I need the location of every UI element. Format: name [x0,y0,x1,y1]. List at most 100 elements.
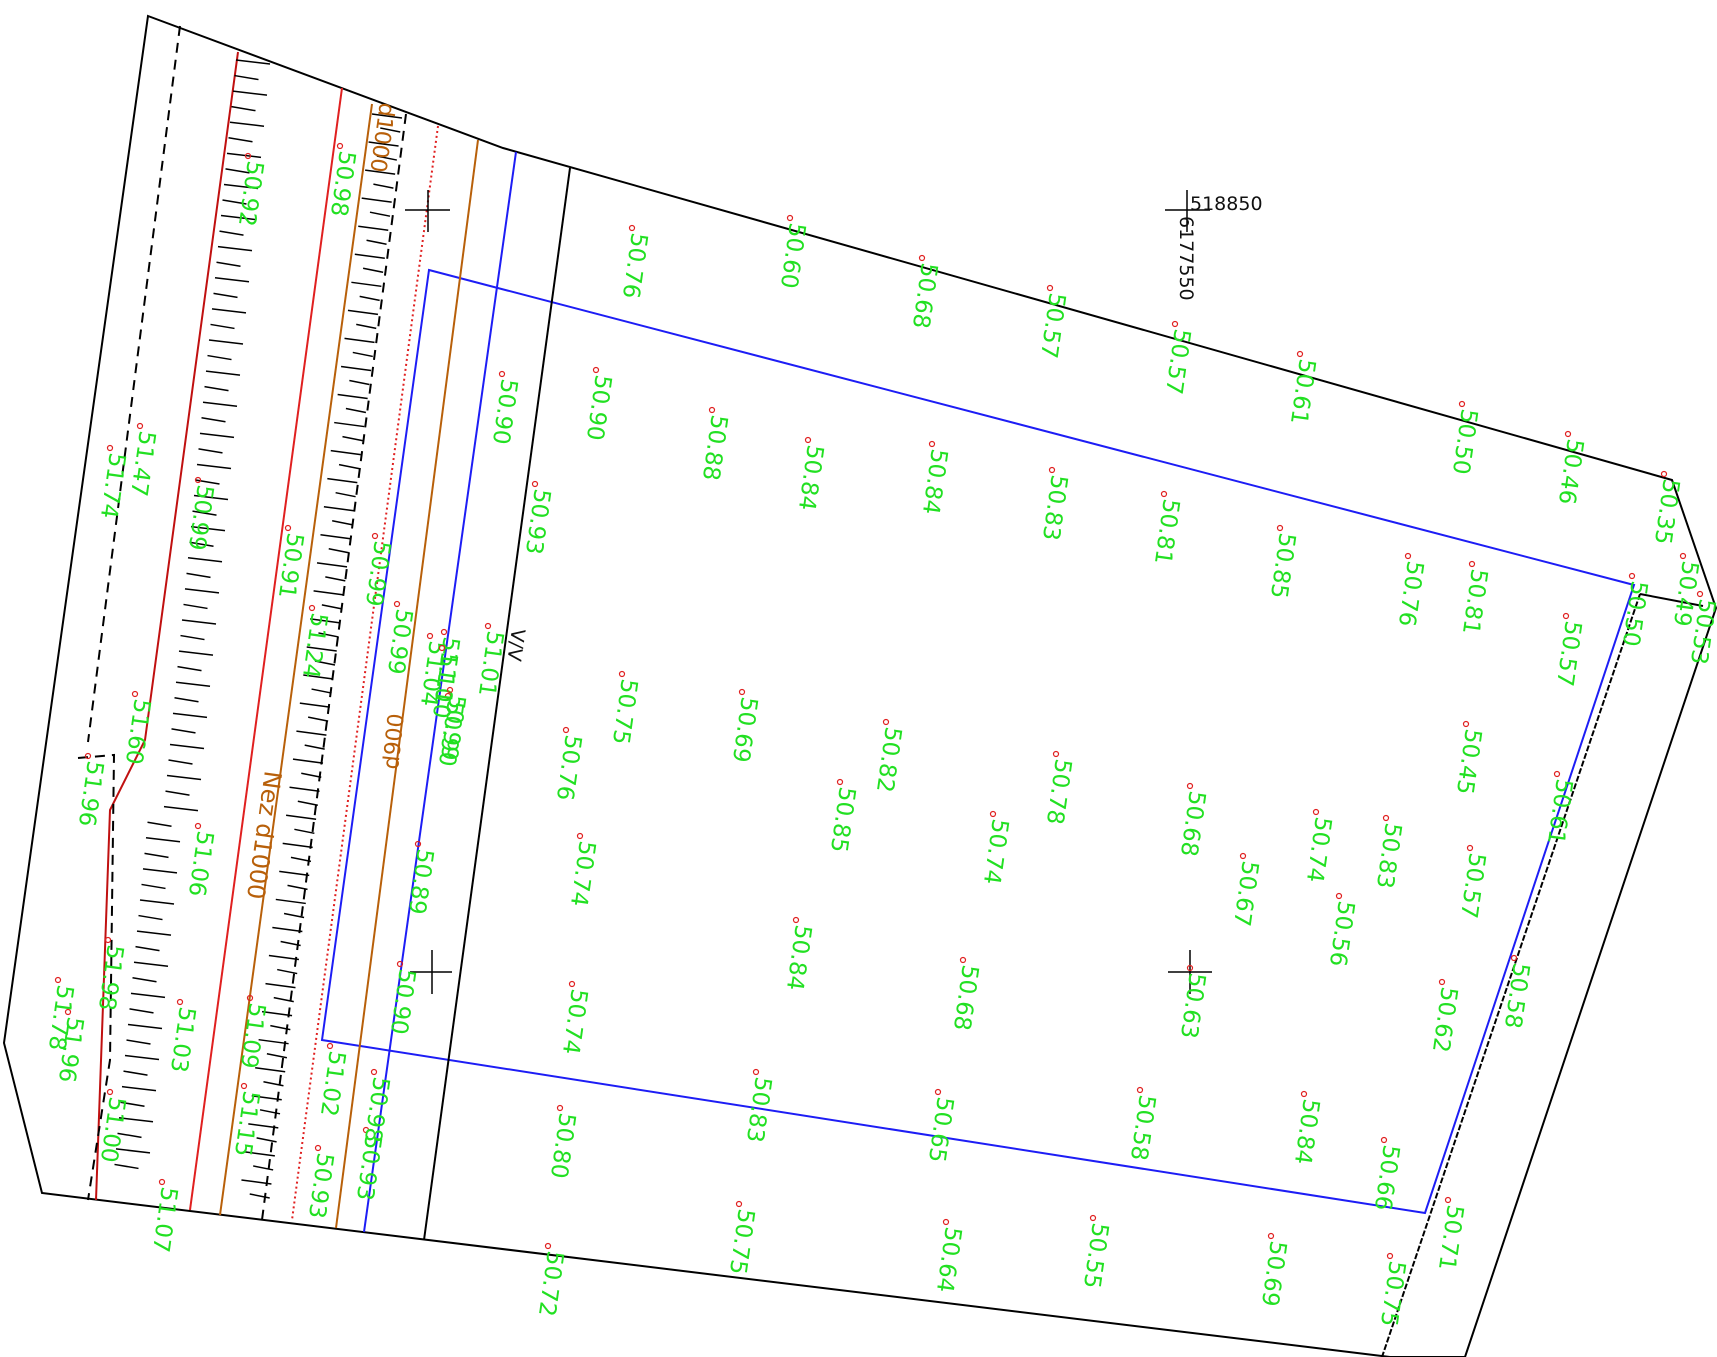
elevation-label: 50.81 [1457,567,1492,636]
elevation-label: 51.09 [235,1001,270,1070]
elevation-label: 50.84 [917,447,952,516]
survey-point-marker [244,152,252,160]
survey-point-marker [498,370,506,378]
survey-point-marker [1300,1090,1308,1098]
survey-point-marker [1335,892,1343,900]
vv-line [423,167,571,1241]
survey-point-marker [531,480,539,488]
survey-point-marker [371,532,379,540]
elevation-label: 50.74 [1301,815,1336,884]
survey-point-marker [738,688,746,696]
survey-point-marker [314,1144,322,1152]
survey-point-marker [786,214,794,222]
elevation-label: 50.58 [1499,961,1534,1030]
elevation-label: 50.81 [1149,497,1184,566]
grid-northing-label: 6177550 [1175,216,1197,301]
elevation-label: 50.93 [303,1151,338,1220]
survey-point-marker [1382,814,1390,822]
dashed-boundary-west [87,25,181,743]
elevation-label: 50.99 [360,539,395,608]
elevation-label: 50.74 [978,817,1013,886]
survey-point-marker [1136,1086,1144,1094]
survey-point-marker [1171,320,1179,328]
elevation-label: 50.64 [931,1225,966,1294]
survey-point-marker [440,628,448,636]
survey-point-marker [1458,400,1466,408]
pipe-label-d1000: d1000 [364,101,398,174]
survey-point-marker [544,1242,552,1250]
water-line [363,151,517,1233]
elevation-label: 51.47 [125,429,160,498]
elevation-label: 50.65 [923,1095,958,1164]
elevation-label: 50.62 [1427,985,1462,1054]
elevation-label: 50.75 [724,1207,759,1276]
elevation-label: 51.01 [473,629,508,698]
elevation-label: 50.66 [1369,1143,1404,1212]
survey-point-marker [1444,1196,1452,1204]
elevation-label: 50.68 [948,963,983,1032]
survey-point-marker [1564,430,1572,438]
grid-easting-label: 518850 [1190,193,1263,215]
dashed-boundary-pocket [77,753,116,1201]
survey-point-marker [194,476,202,484]
elevation-label: 50.84 [1289,1097,1324,1166]
survey-point-marker [484,622,492,630]
survey-point-marker [1404,552,1412,560]
survey-point-marker [1679,552,1687,560]
elevation-label: 50.91 [273,531,308,600]
survey-point-marker [106,1088,114,1096]
survey-point-marker [735,1200,743,1208]
elevation-label: 50.35 [1649,477,1684,546]
survey-point-marker [752,1068,760,1076]
survey-point-marker [556,1104,564,1112]
elevation-label: 50.61 [1285,357,1320,426]
elevation-label: 50.90 [385,967,420,1036]
survey-point-marker [568,980,576,988]
survey-point-marker [942,1218,950,1226]
survey-point-marker [1267,1232,1275,1240]
elevation-label: 50.45 [1451,727,1486,796]
building-outline[interactable] [320,268,1636,1215]
elevation-label: 50.99 [183,483,218,552]
elevation-label: 50.84 [781,923,816,992]
elevation-label: 50.92 [233,159,268,228]
elevation-label: 50.90 [581,373,616,442]
survey-point-marker [1312,808,1320,816]
survey-point-marker [1438,978,1446,986]
elevation-label: 50.75 [1375,1259,1410,1328]
elevation-label: 50.60 [775,221,810,290]
elevation-label: 50.93 [351,1133,386,1202]
elevation-label: 50.69 [1256,1239,1291,1308]
elevation-label: 51.06 [183,829,218,898]
survey-point-marker [1660,470,1668,478]
elevation-label: 50.82 [871,725,906,794]
survey-point-marker [438,644,446,652]
survey-point-marker [1696,590,1704,598]
survey-point-marker [882,718,890,726]
survey-point-marker [362,1126,370,1134]
elevation-label: 51.74 [95,451,130,520]
elevation-label: 50.72 [533,1249,568,1318]
survey-point-marker [64,1008,72,1016]
survey-point-marker [576,832,584,840]
elevation-label: 50.57 [1551,619,1586,688]
survey-point-marker [426,632,434,640]
survey-point-marker [326,1042,334,1050]
survey-point-marker [1553,770,1561,778]
elevation-label: 50.58 [1125,1093,1160,1162]
survey-point-marker [989,810,997,818]
elevation-label: 50.83 [1037,473,1072,542]
elevation-label: 50.57 [1455,851,1490,920]
survey-point-marker [1466,844,1474,852]
utility-line-1 [219,103,373,1216]
survey-point-marker [158,1178,166,1186]
elevation-label: 50.74 [557,987,592,1056]
red-dotted-line [291,125,439,1221]
elevation-label: 50.80 [545,1111,580,1180]
survey-point-marker [708,406,716,414]
elevation-label: 51.15 [229,1089,264,1158]
road-edge-red-line [189,87,343,1211]
survey-point-marker [136,422,144,430]
survey-point-marker [959,956,967,964]
